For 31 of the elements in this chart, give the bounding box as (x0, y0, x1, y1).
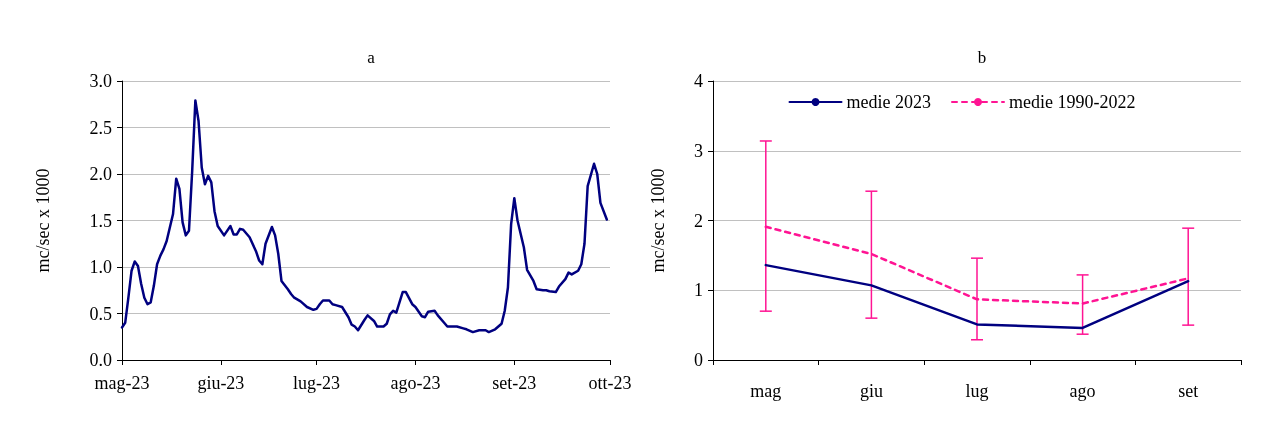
y-tick-label: 2.0 (89, 164, 112, 184)
y-tick-label: 1.0 (89, 257, 112, 277)
legend-label: medie 2023 (846, 92, 932, 112)
chart-title: a (367, 48, 376, 67)
x-tick-label: lug (965, 381, 989, 401)
y-tick-label: 1 (694, 280, 703, 301)
legend-label: medie 1990-2022 (1009, 92, 1136, 112)
y-axis-title: mc/sec x 1000 (648, 168, 668, 273)
y-tick-label: 0.5 (89, 303, 112, 324)
x-tick-label: set (1178, 381, 1199, 401)
chart-title: b (977, 48, 987, 67)
x-tick-label: set-23 (492, 373, 537, 393)
y-tick-label: 4 (694, 71, 703, 91)
y-tick-label: 2.5 (89, 117, 112, 138)
x-tick-label: giu (859, 381, 883, 401)
x-tick-label: ott-23 (588, 373, 632, 393)
y-tick-label: 2 (694, 210, 703, 231)
y-axis-title: mc/sec x 1000 (33, 168, 53, 273)
y-tick-label: 1.5 (89, 210, 112, 231)
y-tick-label: 3.0 (89, 71, 112, 91)
line-series (120, 99, 609, 334)
y-tick-label: 3 (694, 140, 703, 161)
line-series (764, 263, 1190, 330)
x-tick-label: ago-23 (390, 373, 441, 393)
x-tick-label: mag-23 (94, 373, 150, 393)
x-tick-label: lug-23 (293, 373, 341, 393)
y-tick-label: 0 (694, 350, 703, 370)
y-tick-label: 0.0 (89, 350, 112, 370)
x-tick-label: mag (750, 381, 782, 401)
x-tick-label: ago (1069, 381, 1096, 401)
x-tick-label: giu-23 (197, 373, 245, 393)
